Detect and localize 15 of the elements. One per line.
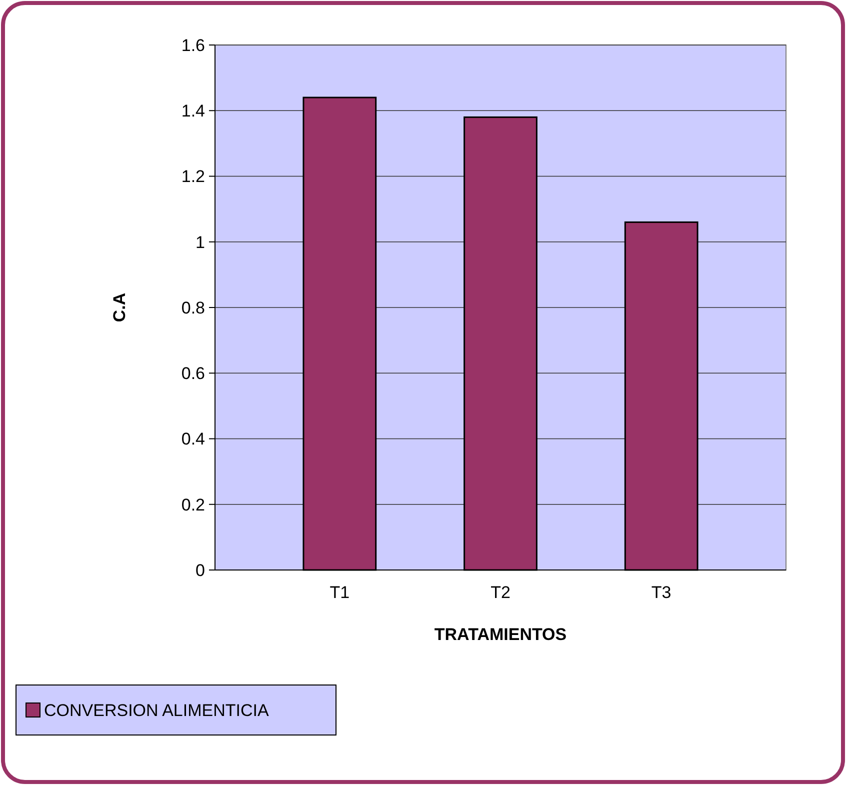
y-tick-label: 1 xyxy=(196,232,205,252)
y-tick-label: 0.2 xyxy=(181,495,205,514)
y-axis-title: C.A xyxy=(110,292,129,322)
legend-label: CONVERSION ALIMENTICIA xyxy=(44,700,270,720)
y-tick-label: 0 xyxy=(196,560,205,580)
x-axis-title: TRATAMIENTOS xyxy=(434,625,567,644)
y-tick-label: 0.8 xyxy=(181,298,205,318)
y-tick-label: 1.4 xyxy=(181,102,205,121)
y-tick-label: 1.6 xyxy=(181,36,205,55)
x-tick-label: T1 xyxy=(330,583,350,602)
y-tick-label: 0.6 xyxy=(181,364,205,384)
y-tick-label: 1.2 xyxy=(181,167,205,186)
y-tick-label: 0.4 xyxy=(181,430,205,449)
x-tick-label: T2 xyxy=(490,583,510,602)
x-tick-label: T3 xyxy=(651,583,672,602)
